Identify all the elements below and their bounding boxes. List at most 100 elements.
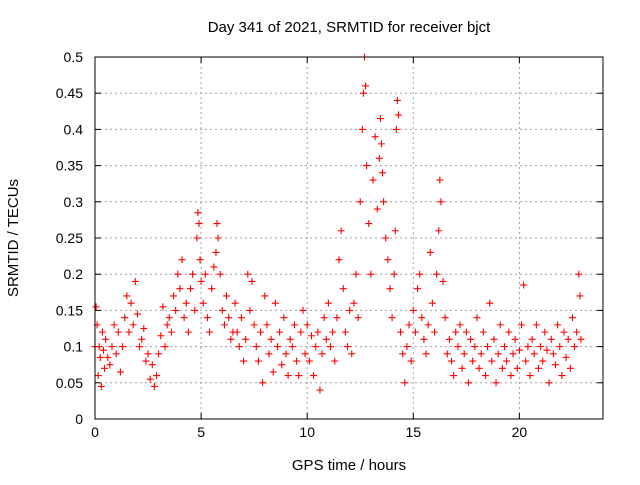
data-point <box>104 353 112 361</box>
data-point <box>418 314 426 322</box>
data-point <box>312 343 320 351</box>
data-point <box>467 335 475 343</box>
data-point <box>363 162 371 170</box>
data-point <box>178 256 186 264</box>
data-point <box>197 277 205 285</box>
data-point <box>522 357 530 365</box>
data-point <box>577 335 585 343</box>
data-point <box>397 328 405 336</box>
data-point <box>382 234 390 242</box>
data-point <box>551 361 559 369</box>
data-point <box>420 335 428 343</box>
data-point <box>456 321 464 329</box>
data-point <box>223 292 231 300</box>
data-point <box>414 285 422 293</box>
data-point <box>131 277 139 285</box>
data-point <box>170 292 178 300</box>
data-point <box>484 343 492 351</box>
data-point <box>284 372 292 380</box>
data-point <box>225 314 233 322</box>
data-point <box>458 364 466 372</box>
data-point <box>375 154 383 162</box>
data-point <box>125 328 133 336</box>
data-point <box>513 364 521 372</box>
data-point <box>201 270 209 278</box>
data-point <box>367 270 375 278</box>
data-point <box>254 357 262 365</box>
data-point <box>195 220 203 228</box>
data-point <box>316 386 324 394</box>
data-point <box>490 335 498 343</box>
data-point <box>176 285 184 293</box>
data-point <box>263 321 271 329</box>
data-point <box>388 314 396 322</box>
data-point <box>194 209 202 217</box>
data-point <box>469 357 477 365</box>
data-point <box>206 328 214 336</box>
data-point <box>101 364 109 372</box>
data-point <box>541 328 549 336</box>
data-point <box>189 270 197 278</box>
data-point <box>269 368 277 376</box>
data-point <box>532 321 540 329</box>
x-tick-label: 15 <box>406 424 422 440</box>
data-point <box>534 364 542 372</box>
data-point <box>373 205 381 213</box>
data-point <box>235 343 243 351</box>
data-point <box>505 328 513 336</box>
data-point <box>314 328 322 336</box>
data-point <box>324 299 332 307</box>
data-point <box>392 125 400 133</box>
y-tick-label: 0 <box>75 411 83 427</box>
data-point <box>273 343 281 351</box>
data-point <box>376 115 384 123</box>
data-point <box>180 314 188 322</box>
data-point <box>566 364 574 372</box>
y-tick-label: 0.2 <box>64 266 84 282</box>
data-point <box>140 325 148 332</box>
data-points <box>91 53 585 394</box>
data-point <box>327 343 335 351</box>
data-point <box>265 350 273 358</box>
data-point <box>426 248 434 256</box>
data-point <box>526 372 534 380</box>
data-point <box>257 328 265 336</box>
data-point <box>216 270 224 278</box>
data-point <box>575 270 583 278</box>
data-point <box>524 343 532 351</box>
data-point <box>422 350 430 358</box>
data-point <box>452 328 460 336</box>
data-point <box>543 346 551 354</box>
chart-title: Day 341 of 2021, SRMTID for receiver bjc… <box>208 19 491 36</box>
data-point <box>352 270 360 278</box>
data-point <box>144 350 152 358</box>
data-point <box>539 357 547 365</box>
data-point <box>464 379 472 387</box>
data-point <box>346 306 354 314</box>
data-point <box>503 357 511 365</box>
data-point <box>492 379 500 387</box>
data-point <box>240 357 248 365</box>
data-point <box>310 372 318 380</box>
y-tick-label: 0.25 <box>56 230 83 246</box>
data-point <box>288 343 296 351</box>
data-point <box>520 281 528 289</box>
data-point <box>377 140 385 148</box>
data-point <box>341 328 349 336</box>
data-point <box>242 335 250 343</box>
data-point <box>486 299 494 307</box>
data-point <box>102 335 110 343</box>
data-point <box>554 321 562 329</box>
data-point <box>108 343 116 351</box>
data-point <box>96 353 104 361</box>
data-point <box>301 350 309 358</box>
data-point <box>148 361 156 369</box>
data-point <box>433 270 441 278</box>
y-tick-label: 0.5 <box>64 49 84 65</box>
data-point <box>537 343 545 351</box>
data-point <box>167 328 175 336</box>
data-point <box>213 220 221 228</box>
data-point <box>233 328 241 336</box>
data-point <box>556 343 564 351</box>
data-point <box>386 285 394 293</box>
